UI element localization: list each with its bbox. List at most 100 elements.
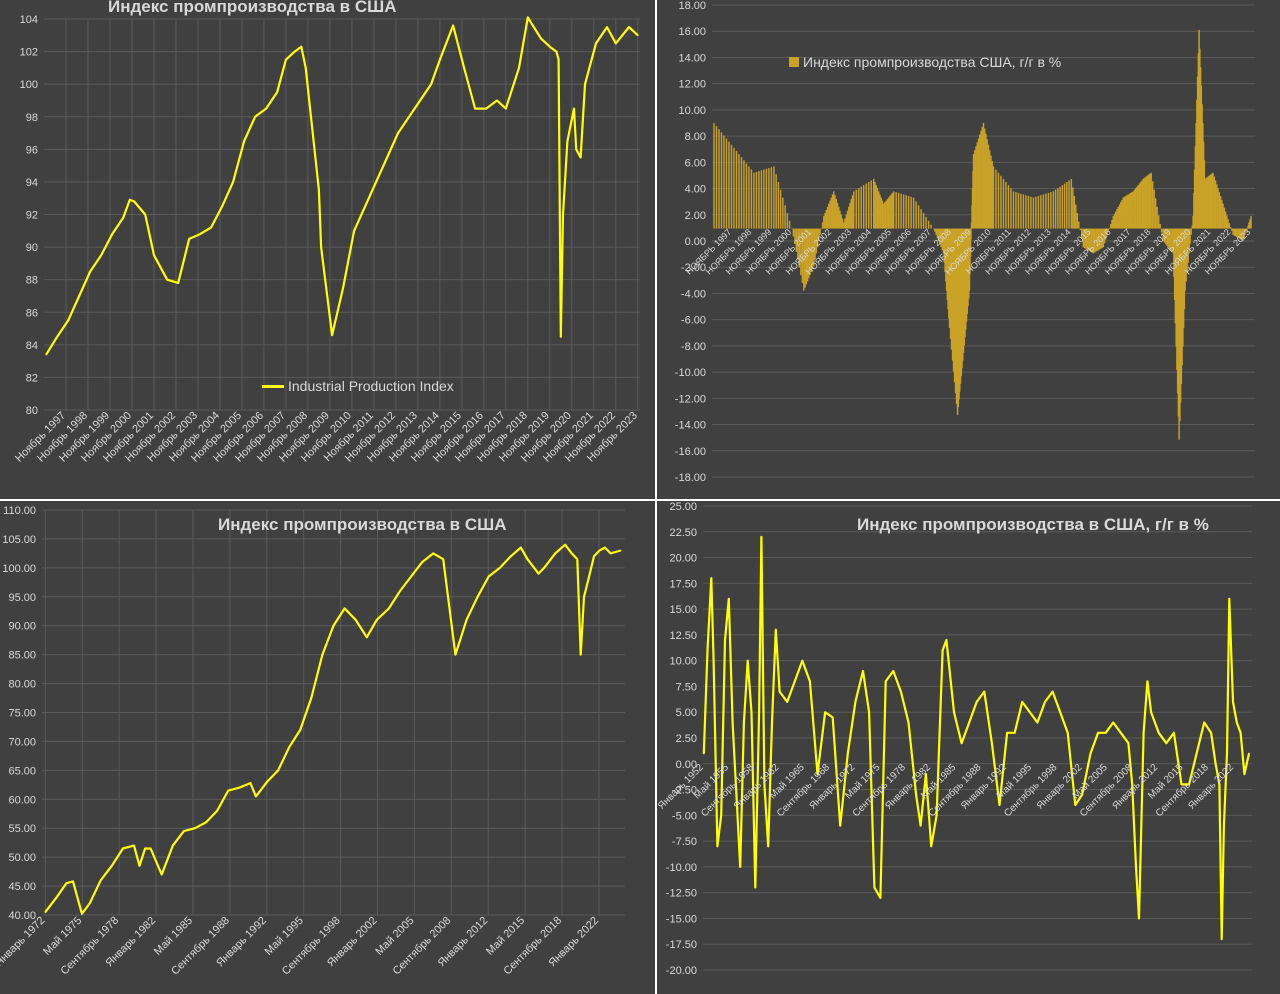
data-point [727, 598, 730, 600]
data-point [847, 752, 849, 755]
bar [1025, 195, 1027, 229]
data-point [249, 782, 252, 784]
bar [952, 228, 955, 372]
bar [881, 200, 884, 229]
data-point [862, 670, 864, 672]
data-point [754, 886, 757, 889]
bar [1178, 228, 1180, 440]
bar [1032, 197, 1035, 229]
data-point [1029, 711, 1031, 714]
bar [995, 169, 997, 229]
data-point [375, 619, 378, 621]
bar [948, 228, 950, 319]
bar [808, 228, 810, 279]
data-point [637, 34, 639, 37]
bar [1075, 204, 1077, 229]
data-point [945, 639, 948, 641]
data-point [1059, 711, 1061, 714]
bar [890, 194, 892, 229]
bar [1169, 228, 1172, 251]
bar [853, 191, 855, 229]
data-point [557, 58, 560, 61]
data-point [1135, 866, 1137, 868]
bar [1057, 188, 1059, 229]
data-point [716, 845, 719, 848]
bar [949, 228, 952, 339]
data-point [583, 595, 585, 598]
data-point [518, 67, 520, 69]
bar [1205, 178, 1207, 229]
data-point [1243, 773, 1246, 775]
bar [858, 188, 860, 229]
y-tick-label: 100.00 [2, 563, 36, 575]
data-point [122, 847, 124, 850]
bar [750, 169, 753, 229]
y-tick-label: 102 [20, 47, 38, 59]
y-tick-label: 96 [26, 144, 38, 156]
data-point [968, 721, 970, 724]
data-point [210, 226, 212, 229]
chart-panel-ip-index-1972: 110.00 105.00 100.00 95.00 90.00 85.00 80.00 75… [0, 501, 655, 994]
bar [755, 171, 758, 229]
bar [1153, 189, 1155, 229]
y-tick-label: -6.00 [681, 315, 706, 327]
bar [1232, 228, 1234, 235]
y-tick-label: 50.00 [8, 852, 36, 864]
data-point [731, 721, 734, 724]
data-point [1210, 732, 1212, 734]
bar [986, 139, 988, 229]
y-tick-label: 14.00 [678, 52, 706, 64]
bar [1108, 227, 1111, 229]
bar [1138, 183, 1141, 229]
y-tick-label: 0.00 [676, 759, 697, 771]
bar [1200, 85, 1203, 229]
bar [1162, 228, 1164, 241]
bar [1087, 228, 1090, 251]
bar [976, 142, 978, 229]
bar [1177, 228, 1180, 417]
bar [1175, 228, 1177, 347]
y-tick-label: 4.00 [685, 184, 706, 196]
bar [1073, 195, 1076, 229]
data-point [1021, 701, 1024, 703]
data-point [442, 558, 445, 560]
data-point [255, 795, 257, 798]
bar [1115, 211, 1117, 229]
bar [1166, 228, 1168, 246]
bar [945, 228, 948, 291]
data-point [606, 26, 608, 28]
bar [1164, 228, 1167, 245]
bar [1105, 228, 1107, 240]
bar [887, 197, 890, 229]
bar [1249, 219, 1251, 229]
bar [1224, 211, 1227, 229]
data-point [397, 132, 399, 134]
chart-panel-ip-yoy-line: 25.00 22.50 20.00 17.50 15.00 12.50 10.00 7.50 5… [657, 501, 1280, 994]
data-point [1228, 598, 1231, 600]
data-point [430, 83, 432, 85]
bar [1245, 228, 1247, 232]
bar [965, 228, 968, 322]
bar [1137, 185, 1139, 229]
bar [932, 228, 935, 230]
bar [1000, 175, 1002, 229]
y-tick-label: 98 [26, 112, 38, 124]
bar [1209, 175, 1211, 229]
data-point [65, 882, 68, 884]
bar [968, 228, 970, 299]
bar [740, 157, 743, 229]
data-point [746, 659, 749, 662]
data-point [216, 810, 218, 812]
bar [801, 228, 804, 283]
data-point [1173, 732, 1175, 734]
bar [1126, 195, 1128, 229]
bar [779, 189, 782, 229]
series-line [45, 16, 639, 356]
bar [838, 206, 840, 229]
bar [1107, 228, 1109, 232]
series-line [702, 535, 1251, 941]
y-tick-label: -20.00 [666, 965, 697, 977]
y-tick-label: -2.50 [672, 785, 697, 797]
bar [831, 194, 834, 229]
